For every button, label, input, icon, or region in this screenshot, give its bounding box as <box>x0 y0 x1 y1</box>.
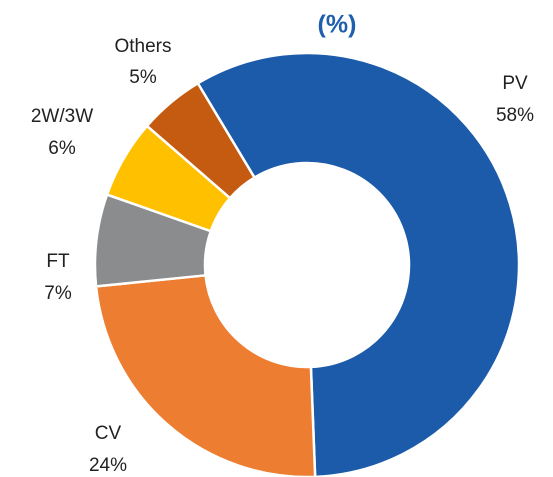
value-label: 6% <box>48 138 76 159</box>
slice-label: FT <box>46 251 70 272</box>
slice-label: PV <box>502 73 528 94</box>
donut-slice <box>196 51 521 477</box>
slice-label: Others <box>114 36 171 57</box>
value-label: 58% <box>496 105 534 126</box>
donut-slice <box>94 273 317 477</box>
donut-slice <box>145 81 257 200</box>
value-label: 5% <box>129 67 157 88</box>
value-label: 7% <box>44 283 72 304</box>
value-label: 24% <box>89 455 127 476</box>
slice-label: 2W/3W <box>31 106 93 127</box>
slice-label: CV <box>95 423 122 444</box>
chart-title: (%) <box>318 11 357 39</box>
